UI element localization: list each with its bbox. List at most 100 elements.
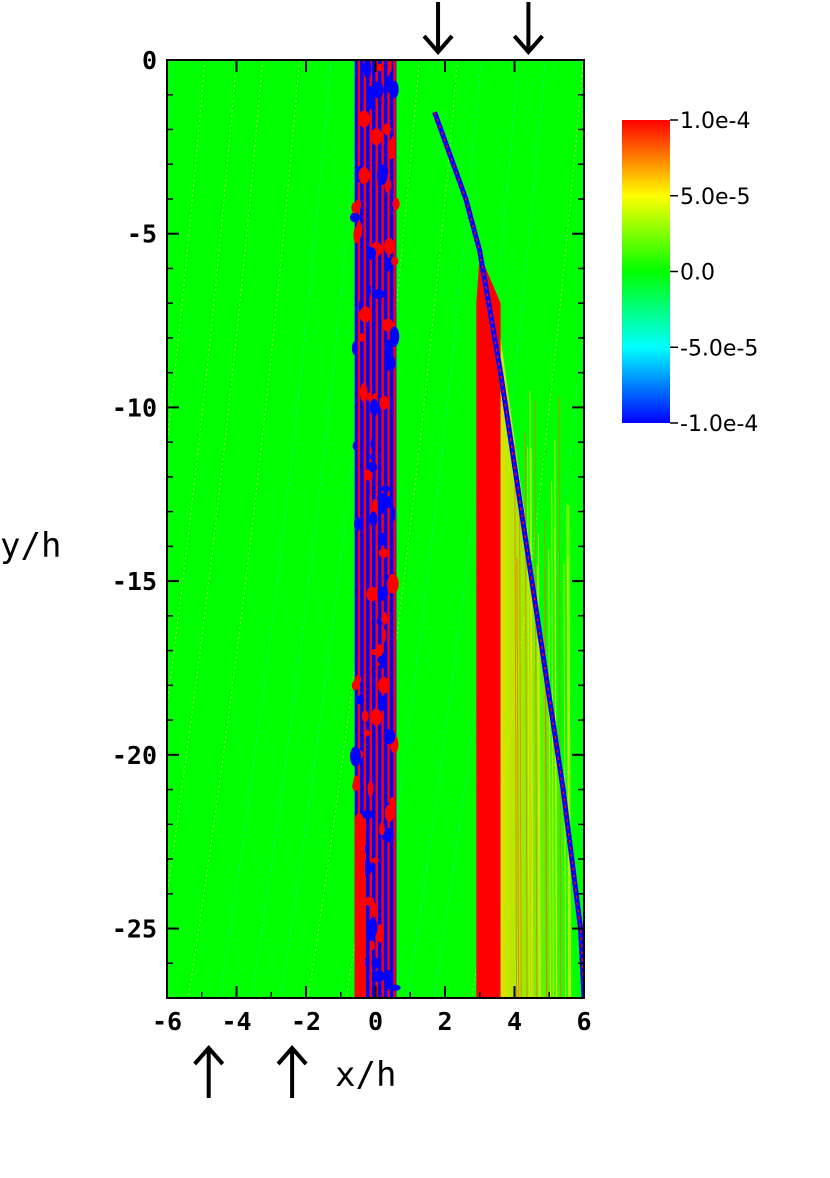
central-band-blob <box>383 123 391 136</box>
y-tick-label: -25 <box>112 915 157 944</box>
central-band-stripe <box>387 60 390 998</box>
y-tick-label: -20 <box>112 741 157 770</box>
central-band-blob <box>367 90 376 110</box>
arrow-head <box>512 34 544 56</box>
background-streak <box>167 60 238 710</box>
x-tick-label: 0 <box>368 1007 383 1036</box>
central-band-blob <box>378 695 387 711</box>
right-band-streak <box>563 563 567 998</box>
central-band-blob <box>352 441 358 451</box>
top-arrow-icon <box>422 2 454 56</box>
central-band-blob <box>371 957 379 970</box>
central-band-blob <box>383 729 396 745</box>
central-band-blob <box>366 246 376 260</box>
colorbar-ticks: 1.0e-4 5.0e-5 0.0 -5.0e-5 -1.0e-4 <box>670 109 758 437</box>
central-band-blob <box>371 902 377 918</box>
central-band-blob <box>381 485 390 492</box>
central-band-stripe <box>381 60 384 998</box>
right-band-streak <box>534 401 538 998</box>
central-band-blob <box>358 167 370 185</box>
central-band-blob <box>358 333 365 342</box>
central-band-blob <box>378 548 389 558</box>
central-band-blob <box>381 628 386 643</box>
central-band-stripe <box>393 60 396 998</box>
right-band-streak <box>551 481 554 998</box>
central-band-blob <box>381 612 388 625</box>
x-tick-label: 2 <box>437 1007 452 1036</box>
y-tick-label: -15 <box>112 567 157 596</box>
y-tick-label: -10 <box>112 393 157 422</box>
colorbar-tick-label: -5.0e-5 <box>680 336 758 361</box>
central-band-blob <box>370 708 382 726</box>
colorbar-tick-label: 1.0e-4 <box>680 109 750 134</box>
central-band-blob <box>370 128 383 146</box>
central-band-blob <box>378 676 390 694</box>
right-band-streak <box>530 448 534 998</box>
right-band-streak <box>567 556 571 998</box>
central-band-blob <box>366 392 372 401</box>
background-streak <box>251 60 364 998</box>
central-band-blob <box>370 438 375 449</box>
right-band <box>476 254 501 998</box>
central-band-blob <box>384 496 393 509</box>
central-band-stripe <box>369 60 372 998</box>
central-band-blob <box>353 516 361 532</box>
background-streak <box>782 60 830 998</box>
right-band-streak <box>568 505 572 998</box>
central-band-blob <box>376 63 384 72</box>
central-band-blob <box>377 166 388 186</box>
central-band-blob <box>351 202 359 214</box>
central-band-blob <box>363 729 370 737</box>
central-band-blob <box>364 956 370 968</box>
central-band-blob <box>381 318 394 332</box>
field-layer <box>167 60 830 998</box>
y-tick-label: -5 <box>127 220 157 249</box>
right-band-streak <box>536 565 540 998</box>
x-tick-label: -4 <box>221 1007 251 1036</box>
right-band-streak <box>529 391 533 998</box>
central-band-blob <box>355 221 363 240</box>
central-band-blob <box>390 80 399 99</box>
central-band-blob <box>391 256 399 266</box>
central-band-blob <box>387 574 399 594</box>
central-band-blob <box>367 780 374 797</box>
central-band-blob <box>390 506 396 522</box>
central-band-blob <box>388 139 396 160</box>
central-band-blob <box>375 644 384 657</box>
right-band-streak <box>514 444 518 998</box>
central-band-blob <box>361 710 369 723</box>
x-axis: -6 -4 -2 0 2 4 6 <box>152 60 592 1036</box>
background-streak <box>219 60 332 998</box>
central-band-blob <box>352 780 359 792</box>
right-band-streak <box>558 396 562 998</box>
background-streak <box>167 60 264 898</box>
central-band-blob <box>373 970 385 983</box>
central-band-blob <box>363 469 373 481</box>
arrow-head <box>193 1044 225 1066</box>
central-band-blob <box>369 399 379 417</box>
colorbar-tick-label: -1.0e-4 <box>680 412 758 437</box>
colorbar-tick-label: 0.0 <box>680 261 715 286</box>
bottom-arrow-icon <box>276 1044 308 1098</box>
y-axis-label: y/h <box>0 526 61 566</box>
central-band-blob <box>385 355 396 372</box>
central-band-blob <box>359 306 372 323</box>
central-band-blob <box>383 238 395 255</box>
central-band-blob <box>387 60 392 73</box>
central-band-blob <box>373 289 385 299</box>
background-streak <box>557 816 584 998</box>
central-band-blob <box>377 656 384 664</box>
central-band-blob <box>365 283 371 298</box>
central-band-blob <box>389 984 401 991</box>
background-streak <box>406 60 520 998</box>
central-band-blob <box>372 81 384 99</box>
x-axis-label: x/h <box>335 1055 396 1095</box>
y-axis: 0 -5 -10 -15 -20 -25 <box>112 46 584 999</box>
central-band-blob <box>377 586 389 601</box>
central-band-blob <box>370 453 375 461</box>
central-band-blob <box>355 695 365 705</box>
curved-front-inner <box>433 111 584 998</box>
background-streak <box>749 60 830 998</box>
central-band-blob <box>376 924 384 943</box>
x-tick-label: -2 <box>291 1007 321 1036</box>
